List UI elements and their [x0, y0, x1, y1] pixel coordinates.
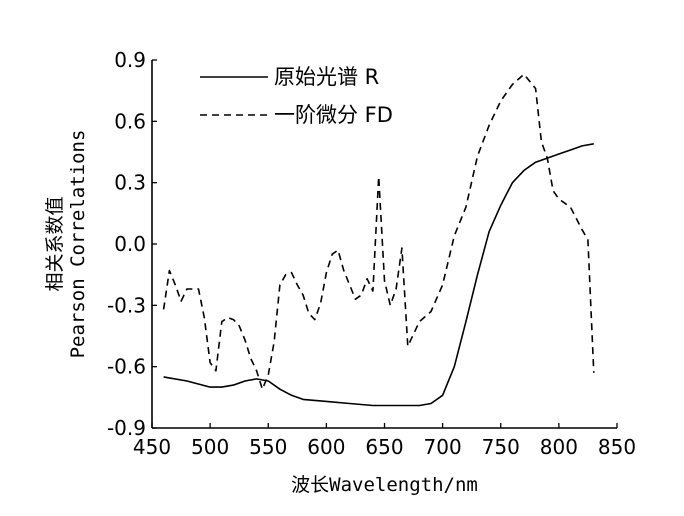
- x-tick-label: 850: [598, 435, 636, 459]
- x-tick-label: 700: [424, 435, 462, 459]
- x-tick-label: 500: [191, 435, 229, 459]
- y-axis-title-en: Pearson Correlations: [67, 130, 89, 359]
- y-tick-label: -0.6: [107, 355, 146, 379]
- y-tick-label: 0.9: [114, 48, 146, 72]
- legend: 原始光谱 R 一阶微分 FD: [200, 65, 393, 127]
- y-tick-label: 0.0: [114, 232, 146, 256]
- y-tick-label: -0.3: [107, 293, 146, 317]
- legend-label: 一阶微分 FD: [274, 103, 393, 127]
- x-axis-title: 波长Wavelength/nm: [291, 474, 478, 496]
- y-tick-label: 0.6: [114, 109, 146, 133]
- x-tick-label: 450: [133, 435, 171, 459]
- x-tick-label: 750: [482, 435, 520, 459]
- y-tick-label: -0.9: [107, 416, 146, 440]
- x-axis: 450 500 550 600 650 700 750 800 850: [133, 423, 636, 459]
- y-tick-label: 0.3: [114, 171, 146, 195]
- series-line-fd: [162, 73, 595, 390]
- series-layer: [162, 73, 595, 407]
- x-tick-label: 600: [307, 435, 345, 459]
- series-line-r: [163, 143, 594, 407]
- y-axis-title-cn: 相关系数值: [44, 196, 66, 291]
- x-tick-label: 800: [540, 435, 578, 459]
- y-axis: 0.9 0.6 0.3 0.0 -0.3 -0.6 -0.9: [107, 48, 157, 440]
- legend-label: 原始光谱 R: [274, 65, 379, 89]
- x-tick-label: 550: [249, 435, 287, 459]
- x-tick-label: 650: [365, 435, 403, 459]
